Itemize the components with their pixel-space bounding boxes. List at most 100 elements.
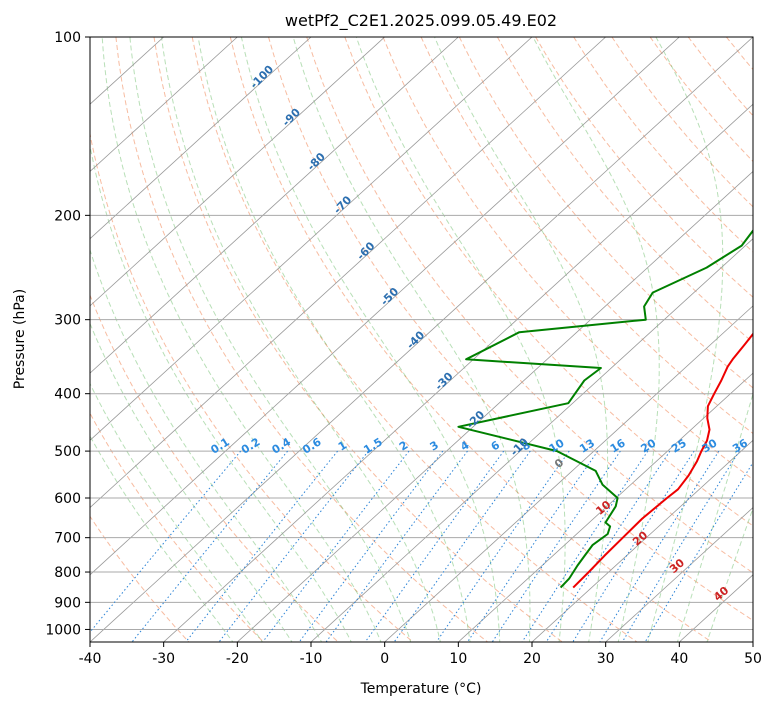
- mixing-ratio-label: 0.1: [208, 435, 231, 456]
- moist-adiabat-line: [532, 37, 660, 642]
- isotherm-line: [310, 238, 753, 642]
- mixing-ratio-label: 25: [669, 436, 689, 455]
- dry-adiabat-line: [90, 515, 190, 642]
- mixing-ratio-line: [435, 450, 570, 642]
- dry-adiabat-line: [535, 37, 753, 298]
- x-tick-label: 10: [449, 651, 467, 667]
- x-tick-label: 30: [597, 651, 615, 667]
- mixing-ratio-line: [599, 450, 720, 642]
- mixing-ratio-label: 10: [547, 436, 567, 455]
- isotherm-line: [90, 37, 459, 374]
- mixing-ratio-label: 1.5: [361, 435, 384, 456]
- dry-adiabat-line: [115, 37, 489, 642]
- dry-adiabat-line: [687, 37, 753, 117]
- dry-adiabat-line: [344, 37, 753, 527]
- moist-adiabat-line: [129, 37, 412, 642]
- dry-adiabat-line: [458, 37, 753, 389]
- dry-adiabat-line: [191, 37, 638, 642]
- mixing-ratio-line: [466, 450, 599, 642]
- isotherm-label: -100: [248, 63, 277, 92]
- mixing-ratio-line: [262, 450, 410, 642]
- isotherm-label: -70: [331, 193, 354, 216]
- isotherm-line: [90, 37, 385, 307]
- y-tick-label: 800: [54, 565, 81, 581]
- mixing-ratio-line: [131, 450, 288, 642]
- mixing-ratio-line: [621, 450, 740, 642]
- y-tick-label: 300: [54, 313, 81, 329]
- mixing-ratio-line: [521, 450, 649, 642]
- dry-adiabat-line: [90, 412, 265, 642]
- mixing-ratio-line: [545, 450, 671, 642]
- dry-adiabat-line: [153, 37, 564, 642]
- mixing-ratio-line: [644, 461, 753, 642]
- x-tick-label: 20: [523, 651, 541, 667]
- dry-adiabat-line: [765, 37, 775, 644]
- background-lines: [90, 37, 775, 644]
- moist-adiabat-line: [90, 248, 323, 642]
- y-tick-label: 200: [54, 208, 81, 224]
- dry-adiabat-line: [306, 37, 753, 574]
- dry-adiabat-line: [496, 37, 753, 344]
- x-tick-label: -10: [300, 651, 323, 667]
- temperature-line: [572, 332, 753, 589]
- chart-title: wetPf2_C2E1.2025.099.05.49.E02: [285, 11, 557, 31]
- dry-adiabat-line: [382, 37, 753, 481]
- mixing-ratio-label: 30: [700, 436, 720, 455]
- mixing-ratio-label: 13: [577, 436, 597, 455]
- plot-frame: [89, 36, 754, 643]
- isotherm-line: [384, 305, 753, 642]
- dry-adiabat-line: [726, 37, 753, 71]
- mixing-ratio-line: [364, 450, 505, 642]
- isotherm-line: [90, 37, 238, 172]
- dry-adiabat-line: [268, 37, 753, 622]
- dry-adiabat-line: [90, 293, 339, 642]
- isotherm-line: [531, 439, 753, 642]
- isotherm-label: -60: [354, 239, 377, 262]
- moist-adiabat-line: [355, 37, 566, 642]
- isotherm-line: [90, 37, 753, 642]
- isotherm-line: [236, 170, 753, 642]
- y-tick-label: 400: [54, 387, 81, 403]
- isotherm-label: -30: [432, 370, 455, 393]
- mixing-ratio-label: 0.4: [270, 435, 294, 457]
- mixing-ratio-line: [298, 450, 444, 642]
- isotherm-label: -20: [464, 408, 487, 431]
- isotherm-line: [90, 37, 312, 240]
- x-tick-label: -20: [226, 651, 249, 667]
- y-tick-label: 500: [54, 444, 81, 460]
- mixing-ratio-label: 16: [608, 436, 628, 455]
- isotherm-label: -90: [280, 106, 303, 129]
- isotherm-label: -80: [305, 150, 328, 173]
- mixing-ratio-line: [491, 450, 621, 642]
- x-tick-label: -40: [79, 651, 102, 667]
- isotherm-line: [605, 507, 753, 642]
- mixing-ratio-label: 36: [730, 436, 750, 455]
- isotherm-label: -40: [404, 328, 427, 351]
- isotherm-label: -50: [378, 285, 401, 308]
- moist-adiabat-label: 40: [711, 584, 731, 604]
- y-axis-title: Pressure (hPa): [12, 289, 28, 389]
- dry-adiabat-line: [611, 37, 753, 208]
- y-tick-label: 900: [54, 595, 81, 611]
- mixing-ratio-line: [185, 450, 338, 642]
- isotherm-line: [457, 372, 753, 642]
- y-tick-label: 1000: [45, 622, 81, 638]
- y-tick-label: 700: [54, 531, 81, 547]
- dry-adiabat-line: [573, 37, 753, 253]
- mixing-ratio-label: 0.2: [239, 435, 262, 456]
- dewpoint-line: [457, 229, 753, 589]
- isotherm-line: [90, 37, 533, 441]
- mixing-ratio-line: [393, 450, 531, 642]
- moist-adiabat-line: [90, 143, 352, 642]
- moist-adiabat-line: [90, 382, 264, 642]
- x-tick-label: 50: [744, 651, 762, 667]
- y-tick-label: 100: [54, 30, 81, 46]
- isotherm-line: [678, 574, 753, 642]
- moist-adiabat-line: [90, 322, 293, 642]
- dry-adiabat-line: [649, 37, 753, 163]
- mixing-ratio-line: [90, 450, 242, 633]
- y-axis: 100 200 300 400 500 600 700 800 900 1000: [45, 30, 90, 638]
- isotherm-line: [752, 641, 753, 642]
- mixing-ratio-line: [218, 450, 369, 642]
